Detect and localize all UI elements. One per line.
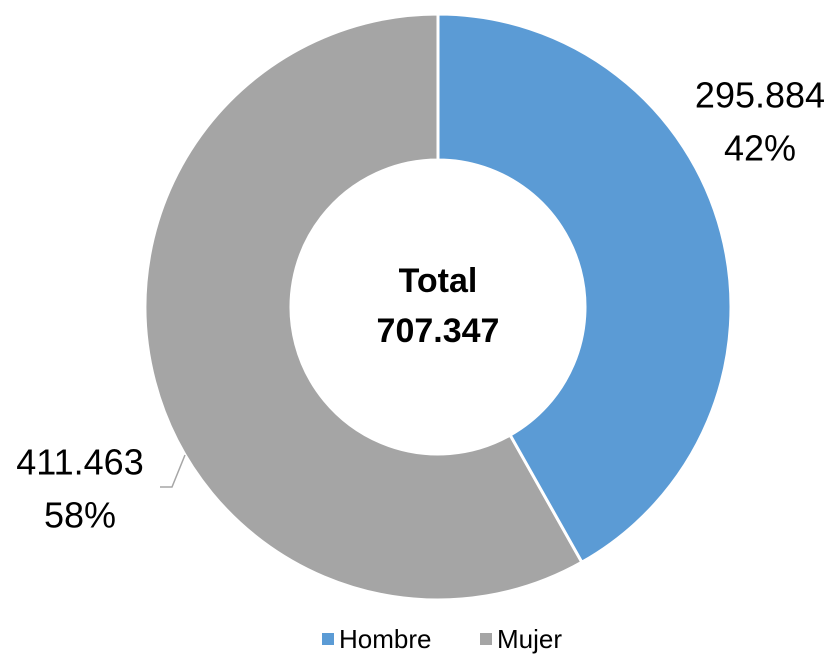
slice	[143, 12, 584, 602]
value-label: 295.884	[695, 75, 825, 116]
leader-line	[160, 454, 186, 488]
legend-swatch	[322, 633, 334, 645]
value-label: 411.463	[16, 442, 143, 483]
center-total: 707.347	[377, 312, 500, 350]
percent-label: 58%	[44, 495, 116, 536]
legend-swatch	[480, 633, 492, 645]
slice	[436, 12, 733, 565]
legend-label: Hombre	[339, 624, 431, 654]
percent-label: 42%	[724, 128, 796, 169]
center-title: Total	[399, 262, 478, 300]
legend-label: Mujer	[497, 624, 562, 654]
